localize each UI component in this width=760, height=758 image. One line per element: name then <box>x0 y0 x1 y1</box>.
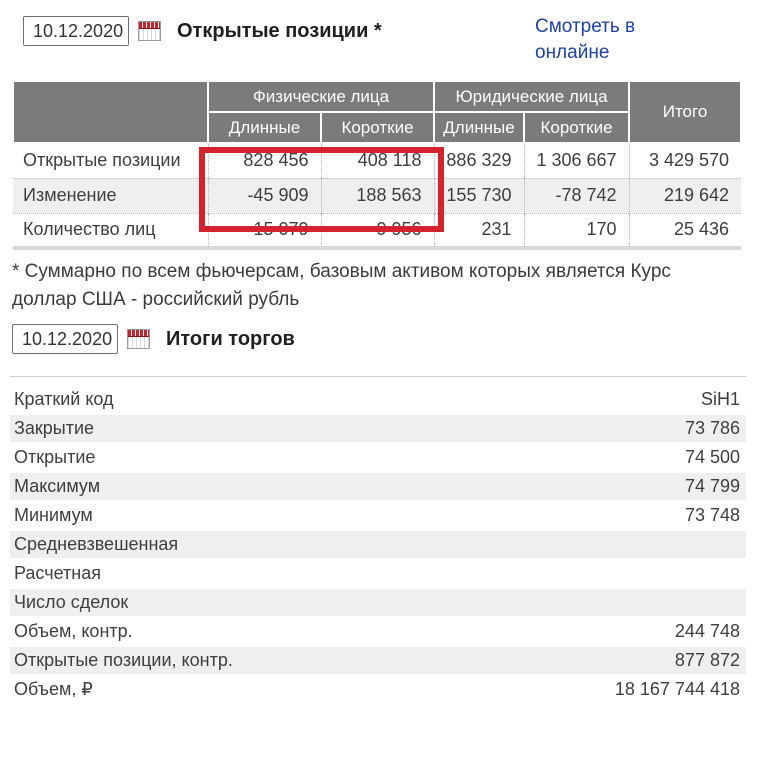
row-value: 74 799 <box>473 472 746 502</box>
total-header: Итого <box>628 80 743 144</box>
row-label: Открытие <box>10 443 474 473</box>
cell-value: -78 742 <box>523 177 630 213</box>
cell-value: 9 956 <box>320 212 434 248</box>
row-label: Расчетная <box>10 559 474 589</box>
table-row: Количество лиц 15 079 9 956 231 170 25 4… <box>13 212 742 248</box>
cell-value: -45 909 <box>207 177 321 213</box>
subheader-individuals-long: Длинные <box>207 111 322 144</box>
section-title-open-positions: Открытые позиции * <box>177 19 382 42</box>
table-row: Изменение -45 909 188 563 155 730 -78 74… <box>13 177 742 213</box>
row-label: Средневзвешенная <box>10 530 474 560</box>
table-row: Открытые позиции 828 456 408 118 886 329… <box>13 142 742 178</box>
row-value: 877 872 <box>473 646 746 676</box>
row-value: 73 786 <box>473 414 746 444</box>
cell-value: 15 079 <box>207 212 321 248</box>
list-item: Объем, контр. 244 748 <box>10 617 746 647</box>
group-header-individuals: Физические лица <box>207 80 435 113</box>
cell-value: 219 642 <box>628 177 742 213</box>
cell-value: 408 118 <box>320 142 434 178</box>
results-top-divider <box>10 376 746 377</box>
row-label: Количество лиц <box>13 212 208 248</box>
row-value: SiH1 <box>473 385 746 415</box>
corner-header <box>12 80 209 144</box>
cell-value: 188 563 <box>320 177 434 213</box>
cell-value: 155 730 <box>433 177 524 213</box>
list-item: Объем, ₽ 18 167 744 418 <box>10 675 746 705</box>
subheader-individuals-short: Короткие <box>320 111 435 144</box>
section-title-trading-results: Итоги торгов <box>166 327 295 350</box>
row-label: Открытые позиции <box>13 142 208 178</box>
list-item: Открытие 74 500 <box>10 443 746 473</box>
row-label: Число сделок <box>10 588 474 618</box>
trading-results-table: Краткий код SiH1 Закрытие 73 786 Открыти… <box>10 385 746 705</box>
list-item: Расчетная <box>10 559 746 589</box>
row-label: Краткий код <box>10 385 474 415</box>
date-input-open-positions[interactable] <box>23 16 129 46</box>
list-item: Минимум 73 748 <box>10 501 746 531</box>
row-label: Объем, ₽ <box>10 675 474 705</box>
list-item: Число сделок <box>10 588 746 618</box>
cell-value: 170 <box>523 212 630 248</box>
cell-value: 1 306 667 <box>523 142 630 178</box>
row-value: 74 500 <box>473 443 746 473</box>
cell-value: 886 329 <box>433 142 524 178</box>
row-label: Объем, контр. <box>10 617 474 647</box>
list-item: Краткий код SiH1 <box>10 385 746 415</box>
open-positions-table: Физические лица Юридические лица Итого Д… <box>12 80 743 250</box>
list-item: Максимум 74 799 <box>10 472 746 502</box>
row-label: Минимум <box>10 501 474 531</box>
footnote: * Суммарно по всем фьючерсам, базовым ак… <box>12 261 671 310</box>
row-value: 244 748 <box>473 617 746 647</box>
row-value <box>473 559 746 589</box>
date-input-trading-results[interactable] <box>12 324 118 354</box>
row-value: 18 167 744 418 <box>473 675 746 705</box>
row-label: Максимум <box>10 472 474 502</box>
row-label: Закрытие <box>10 414 474 444</box>
group-header-legal-entities: Юридические лица <box>432 80 631 113</box>
cell-value: 231 <box>433 212 524 248</box>
open-positions-header: Открытые позиции * Смотреть в онлайне <box>23 14 760 63</box>
cell-value: 25 436 <box>628 212 742 248</box>
cell-value: 828 456 <box>207 142 321 178</box>
subheader-legal-short: Короткие <box>522 111 631 144</box>
row-value <box>473 588 746 618</box>
calendar-icon[interactable] <box>127 329 150 349</box>
row-value: 73 748 <box>473 501 746 531</box>
row-label: Открытые позиции, контр. <box>10 646 474 676</box>
row-label: Изменение <box>13 177 208 213</box>
row-value <box>473 530 746 560</box>
list-item: Закрытие 73 786 <box>10 414 746 444</box>
cell-value: 3 429 570 <box>628 142 742 178</box>
trading-results-header: Итоги торгов <box>12 322 760 356</box>
watch-online-link[interactable]: Смотреть в онлайне <box>535 16 636 63</box>
list-item: Средневзвешенная <box>10 530 746 560</box>
calendar-icon[interactable] <box>138 21 161 41</box>
list-item: Открытые позиции, контр. 877 872 <box>10 646 746 676</box>
open-positions-table-wrap: Физические лица Юридические лица Итого Д… <box>0 80 760 250</box>
subheader-legal-long: Длинные <box>433 111 525 144</box>
